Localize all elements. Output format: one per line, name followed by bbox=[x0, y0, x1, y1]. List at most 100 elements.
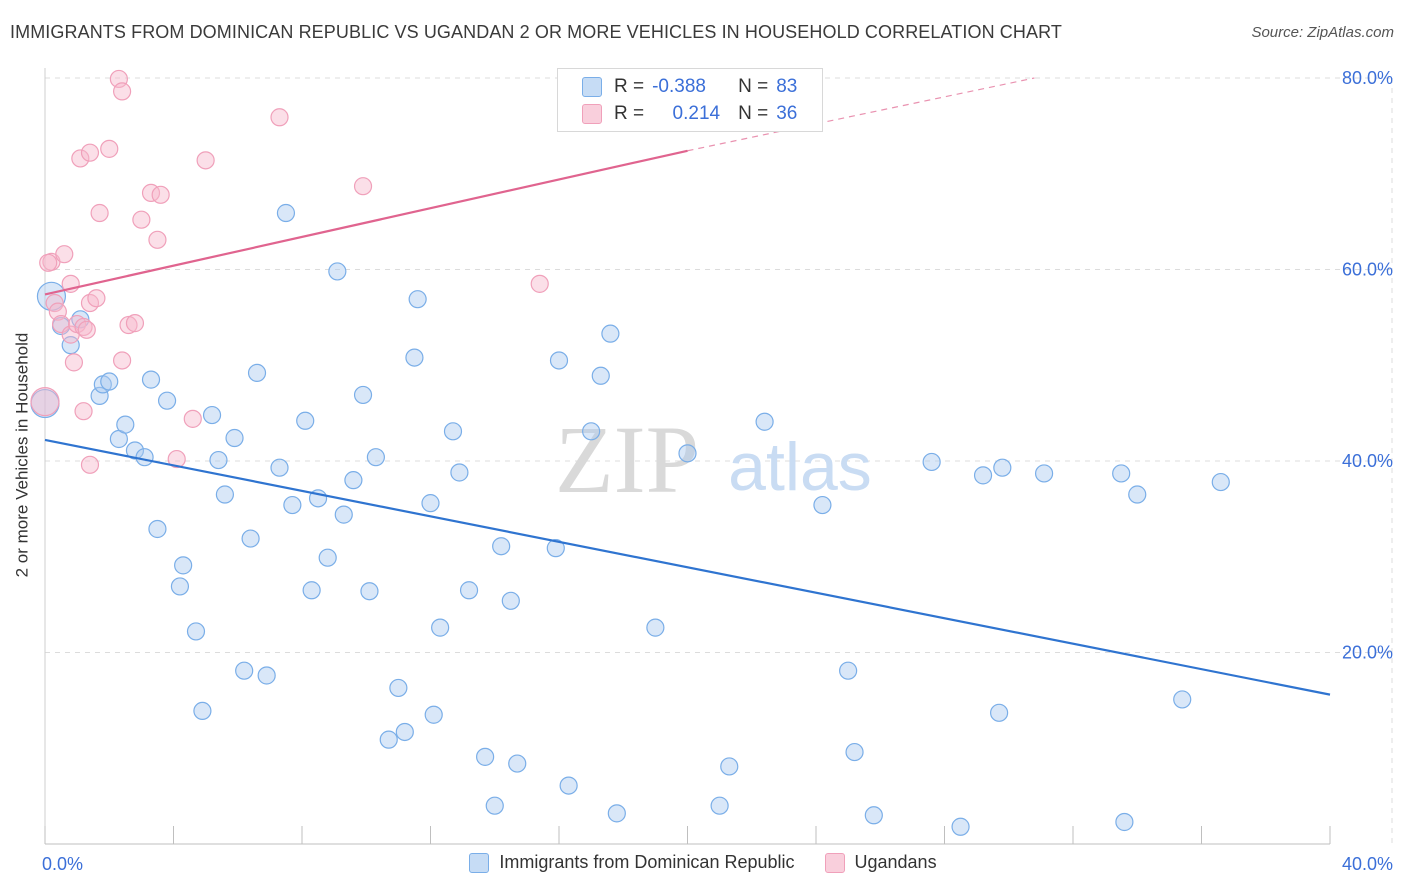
point-dominican bbox=[459, 581, 479, 600]
point-ugandan bbox=[183, 409, 202, 428]
trend-line-dominican bbox=[44, 438, 1331, 696]
point-dominican bbox=[366, 448, 385, 467]
point-dominican bbox=[344, 471, 363, 490]
stats-r-value: 0.214 bbox=[667, 103, 721, 124]
point-dominican bbox=[157, 391, 177, 410]
point-ugandan bbox=[112, 82, 132, 101]
point-dominican bbox=[601, 324, 620, 343]
axes bbox=[44, 68, 1331, 845]
point-ugandan bbox=[353, 177, 373, 196]
trend-line-ugandan bbox=[44, 149, 688, 296]
y-tick-label: 80.0% bbox=[1342, 68, 1393, 88]
legend: Immigrants from Dominican Republic Ugand… bbox=[0, 852, 1406, 873]
point-dominican bbox=[389, 678, 408, 698]
point-dominican bbox=[296, 411, 315, 430]
point-dominican bbox=[395, 722, 414, 742]
point-dominican bbox=[170, 577, 190, 596]
point-dominican bbox=[421, 494, 440, 513]
y-tick-label: 60.0% bbox=[1342, 260, 1393, 280]
point-dominican bbox=[247, 363, 267, 383]
point-dominican bbox=[492, 537, 511, 556]
point-dominican bbox=[546, 539, 565, 558]
point-dominican bbox=[813, 495, 832, 515]
point-dominican bbox=[135, 448, 154, 467]
point-dominican bbox=[864, 806, 883, 825]
point-ugandan bbox=[148, 230, 167, 249]
point-dominican bbox=[710, 796, 729, 815]
point-dominican bbox=[1034, 464, 1054, 483]
point-dominican bbox=[720, 757, 739, 776]
point-dominican bbox=[235, 661, 254, 680]
point-dominican bbox=[328, 262, 347, 281]
point-ugandan bbox=[151, 185, 170, 204]
point-dominican bbox=[360, 582, 379, 601]
point-dominican bbox=[283, 495, 302, 515]
point-dominican bbox=[148, 519, 167, 539]
point-dominican bbox=[1173, 690, 1192, 709]
point-dominican bbox=[993, 458, 1012, 477]
point-dominican bbox=[973, 466, 993, 485]
stats-r-label: R = bbox=[614, 76, 645, 97]
point-ugandan bbox=[80, 143, 100, 162]
legend-swatch-dominican bbox=[469, 852, 490, 873]
legend-item-dominican[interactable]: Immigrants from Dominican Republic bbox=[469, 852, 795, 873]
point-ugandan bbox=[270, 108, 289, 127]
chart-title: IMMIGRANTS FROM DOMINICAN REPUBLIC VS UG… bbox=[10, 22, 1062, 42]
stats-swatch-dominican bbox=[582, 77, 602, 97]
point-ugandan bbox=[74, 402, 93, 421]
point-dominican bbox=[501, 591, 520, 610]
point-dominican bbox=[755, 412, 774, 431]
point-dominican bbox=[1112, 464, 1131, 483]
point-dominican bbox=[431, 618, 450, 637]
point-dominican bbox=[318, 548, 337, 567]
point-dominican bbox=[591, 366, 610, 385]
point-dominican bbox=[302, 581, 321, 600]
point-dominican bbox=[990, 703, 1009, 722]
point-dominican bbox=[1211, 472, 1230, 492]
stats-n-value: 36 bbox=[776, 103, 798, 124]
point-dominican bbox=[450, 463, 469, 482]
point-ugandan bbox=[30, 387, 60, 417]
point-dominican bbox=[443, 422, 463, 441]
stats-n-label: N = bbox=[738, 76, 769, 97]
trend-line-ugandan-extension bbox=[687, 77, 1035, 152]
point-dominican bbox=[193, 701, 212, 721]
point-dominican bbox=[125, 441, 145, 460]
point-dominican bbox=[61, 336, 80, 355]
point-dominican bbox=[276, 203, 296, 223]
point-dominican bbox=[951, 817, 970, 836]
point-dominican bbox=[116, 415, 135, 434]
point-dominican bbox=[405, 348, 424, 367]
point-dominican bbox=[408, 290, 427, 309]
point-dominican bbox=[100, 372, 119, 391]
legend-label-dominican: Immigrants from Dominican Republic bbox=[499, 852, 795, 872]
point-ugandan bbox=[64, 353, 84, 372]
x-tick-label: 0.0% bbox=[42, 854, 83, 874]
point-dominican bbox=[209, 450, 228, 470]
point-dominican bbox=[270, 458, 289, 477]
point-dominican bbox=[186, 622, 206, 641]
point-ugandan bbox=[74, 317, 93, 337]
point-dominican bbox=[839, 661, 858, 680]
point-ugandan bbox=[87, 289, 106, 308]
point-dominican bbox=[607, 804, 626, 823]
y-tick-label: 40.0% bbox=[1342, 451, 1393, 471]
point-ugandan bbox=[112, 351, 132, 370]
point-dominican bbox=[922, 452, 941, 472]
point-dominican bbox=[257, 666, 276, 685]
point-dominican bbox=[1115, 812, 1134, 832]
source-label: Source: ZipAtlas.com bbox=[1251, 24, 1394, 41]
legend-item-ugandan[interactable]: Ugandans bbox=[824, 852, 937, 873]
stats-n-value: 83 bbox=[776, 76, 798, 97]
point-dominican bbox=[508, 754, 527, 773]
point-ugandan bbox=[100, 139, 119, 158]
point-ugandan bbox=[71, 149, 90, 168]
point-ugandan bbox=[119, 315, 138, 335]
watermark-atlas: atlas bbox=[728, 429, 872, 505]
point-dominican bbox=[678, 444, 697, 463]
point-dominican bbox=[334, 505, 353, 524]
point-ugandan bbox=[77, 320, 96, 339]
legend-label-ugandan: Ugandans bbox=[854, 852, 937, 872]
point-dominican bbox=[549, 351, 569, 370]
